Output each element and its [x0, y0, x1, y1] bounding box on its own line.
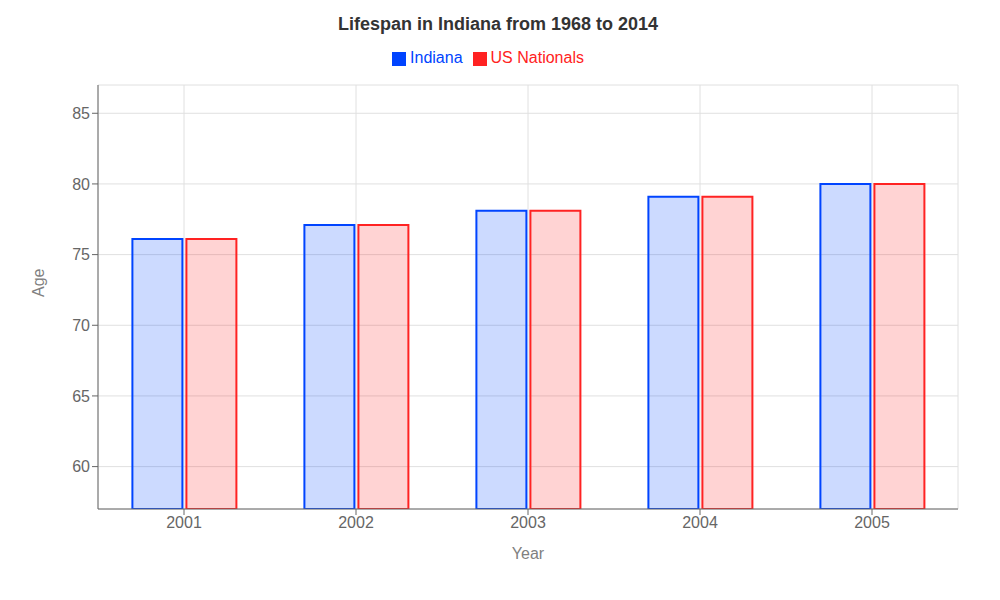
svg-text:2005: 2005 [854, 514, 890, 531]
svg-text:70: 70 [72, 317, 90, 334]
svg-text:60: 60 [72, 458, 90, 475]
html-text:Lifespan in Indiana from 1968: Lifespan in Indiana from 1968 to 2014 [337, 14, 658, 34]
svg-text:2004: 2004 [682, 514, 718, 531]
svg-text:80: 80 [72, 176, 90, 193]
svg-text:75: 75 [72, 246, 90, 263]
svg-text:2002: 2002 [338, 514, 374, 531]
svg-text:85: 85 [72, 105, 90, 122]
svg-text:2003: 2003 [510, 514, 546, 531]
svg-text:Year: Year [512, 545, 545, 562]
svg-text:2001: 2001 [166, 514, 202, 531]
html-text:US Nationals: US Nationals [490, 49, 584, 66]
svg-text:65: 65 [72, 388, 90, 405]
html-text:Indiana: Indiana [410, 49, 463, 66]
svg-text:Age: Age [30, 268, 47, 297]
